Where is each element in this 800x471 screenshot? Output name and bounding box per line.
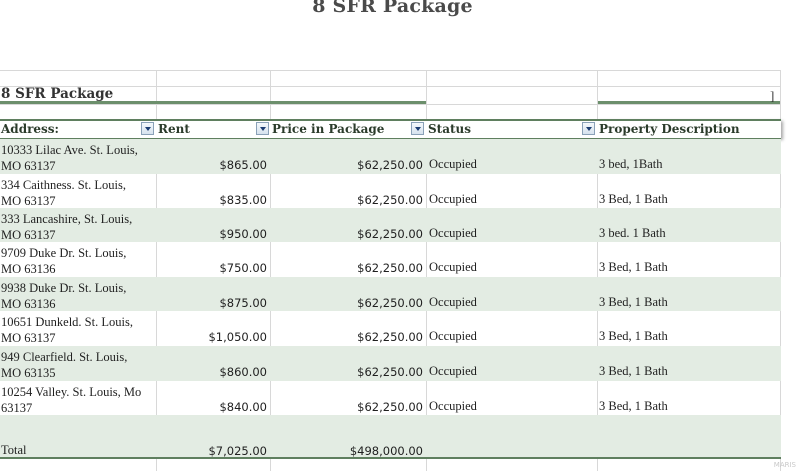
filter-dropdown-icon[interactable] — [141, 122, 154, 135]
header-description[interactable]: Property Description — [598, 121, 781, 138]
status-cell[interactable]: Occupied — [429, 295, 477, 309]
rent-cell[interactable]: $860.00 — [219, 365, 267, 379]
address-line2-cell[interactable]: MO 63136 — [1, 297, 56, 311]
table-row: 10333 Lilac Ave. St. Louis, MO 63137 $865.… — [0, 139, 781, 174]
rent-cell[interactable]: $865.00 — [219, 158, 267, 172]
address-line2-cell[interactable]: MO 63137 — [1, 159, 56, 173]
address-line1-cell[interactable]: 9938 Duke Dr. St. Louis, — [1, 281, 127, 295]
title-underline — [0, 101, 426, 104]
rent-cell[interactable]: $750.00 — [219, 261, 267, 275]
description-cell[interactable]: 3 Bed, 1 Bath — [599, 364, 668, 378]
address-line2-cell[interactable]: MO 63137 — [1, 331, 56, 345]
address-line1-cell[interactable]: 9709 Duke Dr. St. Louis, — [1, 246, 127, 260]
sheet-grid — [0, 70, 800, 471]
price-cell[interactable]: $62,250.00 — [357, 261, 423, 275]
price-cell[interactable]: $62,250.00 — [357, 400, 423, 414]
header-row: Address: Rent Price in Package Status Pr… — [0, 119, 781, 139]
header-status-label: Status — [428, 122, 472, 136]
table-row: 333 Lancashire, St. Louis, MO 63137 $950.0… — [0, 208, 781, 242]
description-cell[interactable]: 3 bed, 1Bath — [599, 157, 663, 171]
price-cell[interactable]: $62,250.00 — [357, 330, 423, 344]
status-cell[interactable]: Occupied — [429, 364, 477, 378]
price-cell[interactable]: $62,250.00 — [357, 296, 423, 310]
header-price: Price in Package — [271, 121, 426, 138]
table-row: 9938 Duke Dr. St. Louis, MO 63136 $875.00 $… — [0, 277, 781, 311]
status-cell[interactable]: Occupied — [429, 260, 477, 274]
status-cell[interactable]: Occupied — [429, 157, 477, 171]
header-status: Status — [427, 121, 597, 138]
rent-cell[interactable]: $835.00 — [219, 193, 267, 207]
table-row: 10254 Valley. St. Louis, Mo 63137 $840.00 $… — [0, 381, 781, 415]
table-row: 9709 Duke Dr. St. Louis, MO 63136 $750.00 $… — [0, 242, 781, 277]
address-line1-cell[interactable]: 334 Caithness. St. Louis, — [1, 178, 127, 192]
rent-cell[interactable]: $1,050.00 — [208, 330, 267, 344]
rent-cell[interactable]: $950.00 — [219, 227, 267, 241]
description-cell[interactable]: 3 Bed, 1 Bath — [599, 260, 668, 274]
header-rent: Rent — [157, 121, 270, 138]
address-line1-cell[interactable]: 10651 Dunkeld. St. Louis, — [1, 315, 133, 329]
price-cell[interactable]: $62,250.00 — [357, 227, 423, 241]
status-cell[interactable]: Occupied — [429, 226, 477, 240]
filter-dropdown-icon[interactable] — [411, 122, 424, 135]
address-line2-cell[interactable]: MO 63135 — [1, 366, 56, 380]
filter-dropdown-icon[interactable] — [256, 122, 269, 135]
header-price-label: Price in Package — [272, 122, 385, 136]
table-row: 10651 Dunkeld. St. Louis, MO 63137 $1,050.… — [0, 311, 781, 346]
watermark: MARIS — [773, 461, 796, 469]
status-cell[interactable]: Occupied — [429, 329, 477, 343]
total-row: Total $7,025.00 $498,000.00 — [0, 415, 781, 459]
header-description-label: Property Description — [599, 122, 740, 136]
status-cell[interactable]: Occupied — [429, 192, 477, 206]
rent-cell[interactable]: $875.00 — [219, 296, 267, 310]
description-cell[interactable]: 3 Bed, 1 Bath — [599, 329, 668, 343]
rent-cell[interactable]: $840.00 — [219, 400, 267, 414]
description-cell[interactable]: 3 bed. 1 Bath — [599, 226, 666, 240]
header-address: Address: — [0, 121, 156, 138]
address-line2-cell[interactable]: MO 63137 — [1, 194, 56, 208]
description-cell[interactable]: 3 Bed, 1 Bath — [599, 295, 668, 309]
table-row: 949 Clearfield. St. Louis, MO 63135 $860.0… — [0, 346, 781, 381]
total-label: Total — [1, 443, 27, 457]
header-rent-label: Rent — [158, 122, 190, 136]
address-line2-cell[interactable]: MO 63137 — [1, 228, 56, 242]
total-rent: $7,025.00 — [208, 444, 267, 458]
address-line1-cell[interactable]: 10254 Valley. St. Louis, Mo — [1, 385, 142, 399]
sheet-title: 8 SFR Package — [1, 86, 114, 102]
price-cell[interactable]: $62,250.00 — [357, 365, 423, 379]
description-cell[interactable]: 3 Bed, 1 Bath — [599, 399, 668, 413]
address-line1-cell[interactable]: 10333 Lilac Ave. St. Louis, — [1, 143, 138, 157]
status-cell[interactable]: Occupied — [429, 399, 477, 413]
address-line2-cell[interactable]: MO 63136 — [1, 262, 56, 276]
price-cell[interactable]: $62,250.00 — [357, 193, 423, 207]
document-title: 8 SFR Package — [312, 0, 473, 17]
filter-dropdown-icon[interactable] — [582, 122, 595, 135]
table-row: 334 Caithness. St. Louis, MO 63137 $835.00… — [0, 174, 781, 208]
description-cell[interactable]: 3 Bed, 1 Bath — [599, 192, 668, 206]
address-line2-cell[interactable]: 63137 — [1, 401, 33, 415]
price-cell[interactable]: $62,250.00 — [357, 158, 423, 172]
address-line1-cell[interactable]: 333 Lancashire, St. Louis, — [1, 212, 133, 226]
address-line1-cell[interactable]: 949 Clearfield. St. Louis, — [1, 350, 128, 364]
header-address-label: Address: — [1, 122, 59, 136]
total-price: $498,000.00 — [349, 444, 423, 458]
cell-bracket: ] — [770, 88, 775, 103]
title-underline-right — [598, 101, 780, 104]
